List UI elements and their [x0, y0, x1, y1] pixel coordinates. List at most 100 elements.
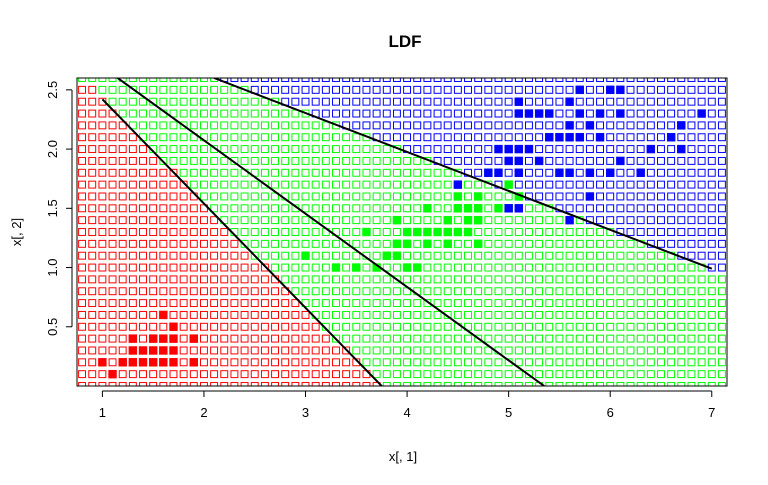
grid-cell-green	[271, 180, 279, 189]
data-point	[555, 133, 564, 142]
grid-cell-green	[464, 310, 472, 319]
grid-cell-green	[504, 310, 513, 319]
grid-cell-green	[301, 121, 310, 130]
grid-cell-green	[108, 85, 117, 94]
grid-cell-green	[271, 192, 279, 201]
grid-cell-green	[332, 334, 340, 343]
grid-cell-blue	[504, 109, 513, 118]
grid-cell-red	[332, 358, 340, 367]
grid-cell-blue	[626, 168, 635, 177]
grid-cell-blue	[525, 180, 533, 189]
grid-cell-blue	[565, 145, 574, 154]
grid-cell-red	[240, 287, 249, 296]
grid-cell-blue	[717, 168, 726, 177]
grid-cell-green	[321, 310, 330, 319]
grid-cell-red	[250, 358, 259, 367]
grid-cell-red	[98, 239, 107, 248]
grid-cell-green	[159, 156, 168, 165]
grid-cell-green	[443, 358, 452, 367]
grid-cell-red	[179, 370, 188, 379]
grid-cell-blue	[646, 121, 655, 130]
grid-cell-green	[484, 275, 493, 284]
grid-cell-green	[159, 121, 168, 130]
grid-cell-green	[555, 239, 564, 248]
grid-cell-red	[159, 180, 168, 189]
grid-cell-blue	[596, 156, 605, 165]
grid-cell-green	[332, 145, 340, 154]
grid-cell-green	[281, 145, 290, 154]
data-point	[555, 168, 564, 177]
grid-cell-blue	[667, 109, 676, 118]
grid-cell-green	[230, 168, 239, 177]
grid-cell-red	[260, 263, 269, 272]
data-point	[565, 133, 574, 142]
grid-cell-green	[443, 263, 452, 272]
grid-cell-blue	[667, 216, 676, 225]
grid-cell-green	[626, 346, 635, 355]
grid-cell-blue	[484, 156, 493, 165]
grid-cell-green	[484, 299, 493, 308]
grid-cell-green	[291, 228, 300, 236]
grid-cell-green	[250, 228, 259, 236]
grid-cell-green	[525, 275, 533, 284]
grid-cell-blue	[657, 216, 665, 225]
grid-cell-green	[291, 121, 300, 130]
grid-cell-blue	[596, 216, 605, 225]
data-point	[473, 204, 483, 213]
grid-cell-blue	[474, 85, 483, 94]
grid-cell-green	[535, 358, 544, 367]
grid-cell-blue	[535, 168, 544, 177]
grid-cell-red	[88, 133, 97, 142]
grid-cell-green	[382, 204, 391, 213]
data-point	[402, 263, 412, 272]
grid-cell-blue	[585, 133, 594, 142]
grid-cell-green	[321, 251, 330, 260]
grid-cell-green	[687, 263, 696, 272]
grid-cell-blue	[433, 121, 442, 130]
data-point	[504, 144, 513, 154]
grid-cell-blue	[646, 228, 655, 236]
grid-cell-blue	[484, 145, 493, 154]
grid-cell-green	[453, 251, 462, 260]
grid-cell-red	[169, 239, 178, 248]
grid-cell-green	[555, 275, 564, 284]
grid-cell-green	[260, 216, 269, 225]
grid-cell-blue	[596, 192, 605, 201]
grid-cell-green	[504, 275, 513, 284]
grid-cell-green	[717, 346, 726, 355]
grid-cell-blue	[697, 97, 706, 106]
grid-cell-red	[301, 334, 310, 343]
grid-cell-green	[657, 322, 665, 331]
grid-cell-green	[585, 263, 594, 272]
grid-cell-red	[250, 275, 259, 284]
grid-cell-blue	[362, 121, 371, 130]
grid-cell-green	[352, 228, 361, 236]
grid-cell-red	[128, 322, 137, 331]
grid-cell-green	[677, 370, 686, 379]
grid-cell-green	[433, 168, 442, 177]
grid-cell-green	[514, 334, 523, 343]
grid-cell-red	[240, 334, 249, 343]
grid-cell-green	[342, 133, 351, 142]
y-tick-label: 1.0	[45, 258, 60, 276]
grid-cell-blue	[657, 145, 665, 154]
grid-cell-blue	[626, 97, 635, 106]
grid-cell-red	[118, 370, 127, 379]
grid-cell-green	[494, 382, 503, 386]
grid-cell-blue	[707, 121, 716, 130]
grid-cell-green	[616, 346, 625, 355]
grid-cell-green	[271, 168, 279, 177]
grid-cell-green	[606, 346, 615, 355]
grid-cell-green	[545, 382, 554, 386]
grid-cell-green	[514, 310, 523, 319]
grid-cell-red	[250, 263, 259, 272]
grid-cell-green	[372, 216, 381, 225]
grid-cell-green	[565, 228, 574, 236]
grid-cell-blue	[626, 145, 635, 154]
grid-cell-green	[382, 346, 391, 355]
data-point	[473, 192, 483, 201]
grid-cell-green	[707, 322, 716, 331]
grid-cell-red	[189, 228, 198, 236]
grid-cell-green	[453, 370, 462, 379]
grid-cell-green	[291, 239, 300, 248]
